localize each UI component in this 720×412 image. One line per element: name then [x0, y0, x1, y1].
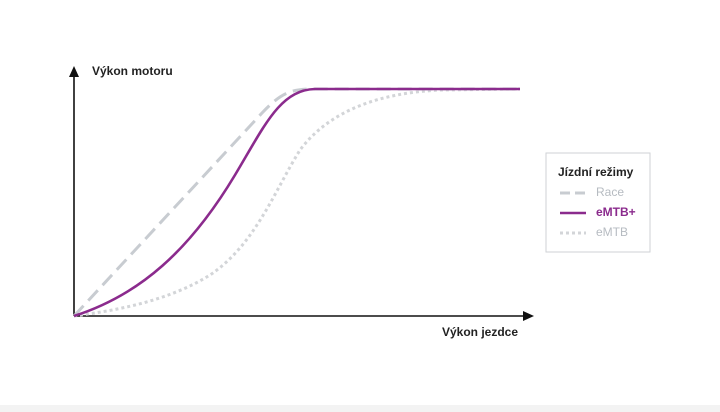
- emtb-curve: [73, 87, 521, 318]
- bottom-strip: [0, 405, 720, 412]
- legend-item: Race: [596, 185, 624, 199]
- y-axis-label: Výkon motoru: [92, 64, 173, 78]
- x-axis-label: Výkon jezdce: [442, 325, 518, 339]
- y-arrow: [69, 66, 79, 77]
- emtb-plus-curve: [73, 87, 520, 318]
- race-curve: [72, 87, 520, 318]
- legend-item: eMTB+: [596, 205, 636, 219]
- x-arrow: [523, 311, 534, 321]
- legend-item: eMTB: [596, 225, 628, 239]
- legend-box: [545, 152, 651, 253]
- legend-title: Jízdní režimy: [558, 165, 634, 179]
